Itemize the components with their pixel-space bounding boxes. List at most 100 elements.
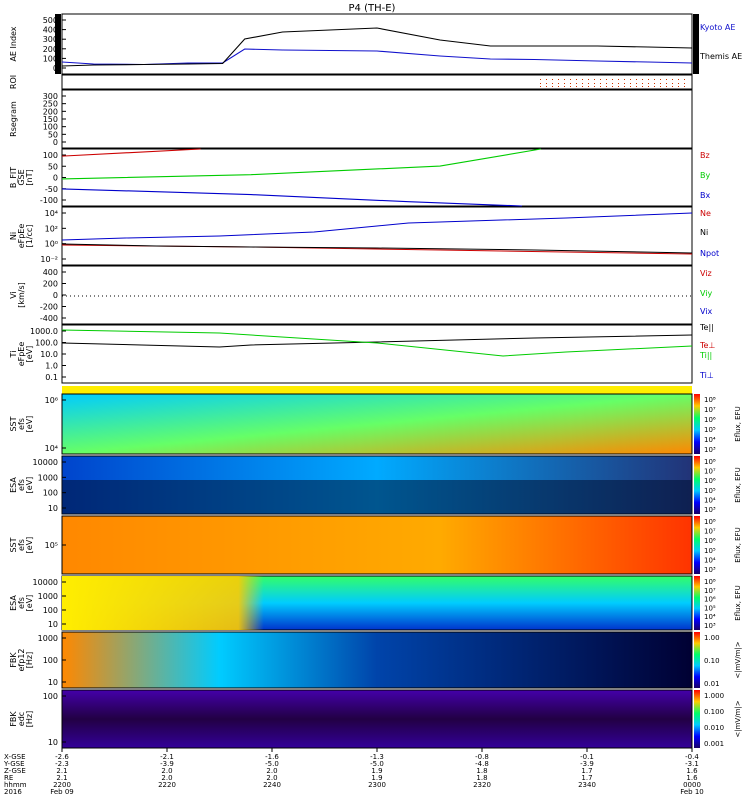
colorbar-tick-label: 10⁸ — [704, 518, 716, 526]
roi-marker — [540, 86, 541, 87]
colorbar-tick-label: 10³ — [704, 446, 716, 454]
colorbar-tick-label: 10⁵ — [704, 604, 716, 612]
roi-marker — [648, 83, 649, 84]
y-tick-label: 1.0 — [45, 362, 58, 371]
temperature-series-line — [61, 329, 693, 357]
colorbar-tick-label: 10⁶ — [704, 477, 716, 485]
y-tick-label: 400 — [43, 26, 58, 35]
xaxis-value: Feb 09 — [50, 788, 74, 796]
roi-marker — [684, 83, 685, 84]
colorbar-tick-label: 10⁴ — [704, 556, 716, 564]
roi-marker — [606, 79, 607, 80]
panel-ylabel: AE Index — [9, 26, 18, 61]
xaxis-value: 2200 — [53, 781, 71, 789]
panel-ylabel: Ni — [9, 232, 18, 240]
y-tick-label: 200 — [43, 45, 58, 54]
roi-marker — [570, 86, 571, 87]
xaxis-value: -0.4 — [685, 753, 699, 761]
y-tick-label: 100 — [43, 151, 58, 160]
esa-electron-noise — [62, 480, 692, 514]
colorbar-title: Eflux, EFU — [734, 527, 742, 562]
panel-ylabel: [eV] — [25, 346, 34, 363]
colorbar-tick-label: 10⁸ — [704, 458, 716, 466]
roi-marker — [642, 86, 643, 87]
panel-ylabel: ROI — [9, 75, 18, 89]
y-tick-label: 10000 — [33, 578, 58, 587]
xaxis-value: 2.0 — [266, 767, 277, 775]
y-tick-label: 400 — [43, 268, 58, 277]
sst-electron-strip — [62, 386, 692, 394]
temperature-series-line — [61, 334, 693, 348]
y-tick-label: 10000 — [33, 458, 58, 467]
xaxis-value: 2320 — [473, 781, 491, 789]
xaxis-value: -3.9 — [160, 760, 174, 768]
panel-ylabel: [eV] — [25, 537, 34, 554]
xaxis-value: 2300 — [368, 781, 386, 789]
roi-marker — [684, 86, 685, 87]
roi-marker — [594, 83, 595, 84]
panel-ylabel: efs — [17, 539, 26, 551]
colorbar-tick-label: 0.10 — [704, 657, 720, 665]
bfield-legend-entry: Bx — [700, 191, 710, 200]
bfield-series-line — [61, 188, 522, 207]
colorbar-tick-label: 10⁷ — [704, 468, 716, 476]
bfield-series-line — [61, 148, 541, 180]
roi-marker — [570, 79, 571, 80]
y-tick-label: 0 — [53, 174, 58, 183]
xaxis-value: -2.1 — [160, 753, 174, 761]
panel-ylabel: efs — [17, 418, 26, 430]
y-tick-label: 50 — [48, 162, 58, 171]
colorbar-tick-label: 10⁶ — [704, 416, 716, 424]
panel-ylabel: [1/cc] — [25, 225, 34, 248]
roi-marker — [552, 79, 553, 80]
roi-marker — [630, 86, 631, 87]
ae-legend-entry: Kyoto AE — [700, 23, 735, 32]
roi-marker — [582, 79, 583, 80]
density-legend-entry: Ni — [700, 228, 708, 237]
roi-marker — [582, 86, 583, 87]
y-tick-label: -200 — [40, 303, 58, 312]
temperature-legend-entry: Te|| — [699, 323, 714, 332]
density-panel-frame — [61, 206, 693, 266]
y-tick-label: 10⁴ — [45, 444, 58, 453]
colorbar-tick-label: 1.00 — [704, 634, 720, 642]
roi-marker — [654, 79, 655, 80]
roi-marker — [576, 83, 577, 84]
roi-marker — [606, 86, 607, 87]
colorbar-esa1 — [694, 456, 700, 514]
xaxis-value: -1.3 — [370, 753, 384, 761]
esa-ion-overlay — [62, 576, 692, 630]
xaxis-value: 1.9 — [371, 774, 382, 782]
panel-ylabel: FBK — [9, 652, 18, 668]
colorbar-tick-label: 10⁷ — [704, 528, 716, 536]
bfield-legend-entry: Bz — [700, 151, 710, 160]
y-tick-label: 1000 — [38, 473, 58, 482]
roi-marker — [642, 83, 643, 84]
y-tick-label: 10⁰ — [45, 240, 58, 249]
y-tick-label: 10 — [48, 678, 58, 687]
roi-marker — [630, 83, 631, 84]
ae-right-bar — [693, 14, 699, 74]
xaxis-value: -3.9 — [580, 760, 594, 768]
velocity-legend-entry: Viz — [700, 269, 712, 278]
roi-marker — [552, 83, 553, 84]
xaxis-value: -0.8 — [475, 753, 489, 761]
temperature-legend-entry: Ti|| — [699, 351, 712, 360]
xaxis-value: 2.1 — [56, 767, 67, 775]
panel-ylabel: B_FIT — [9, 167, 18, 188]
roi-marker — [546, 79, 547, 80]
colorbar-fbk1 — [694, 632, 700, 688]
xaxis-value: Feb 10 — [680, 788, 704, 796]
colorbar-tick-label: 0.010 — [704, 724, 724, 732]
panel-ylabel: [Hz] — [25, 652, 34, 668]
colorbar-tick-label: 0.100 — [704, 708, 724, 716]
y-tick-label: 0 — [53, 64, 58, 73]
y-tick-label: 10 — [48, 504, 58, 513]
roi-marker — [678, 83, 679, 84]
colorbar-tick-label: 10⁶ — [704, 537, 716, 545]
roi-marker — [666, 83, 667, 84]
density-legend-entry: Npot — [700, 249, 719, 258]
sst-ion-spectrogram — [61, 515, 693, 575]
colorbar-esa2 — [694, 576, 700, 630]
xaxis-value: 1.8 — [476, 774, 487, 782]
